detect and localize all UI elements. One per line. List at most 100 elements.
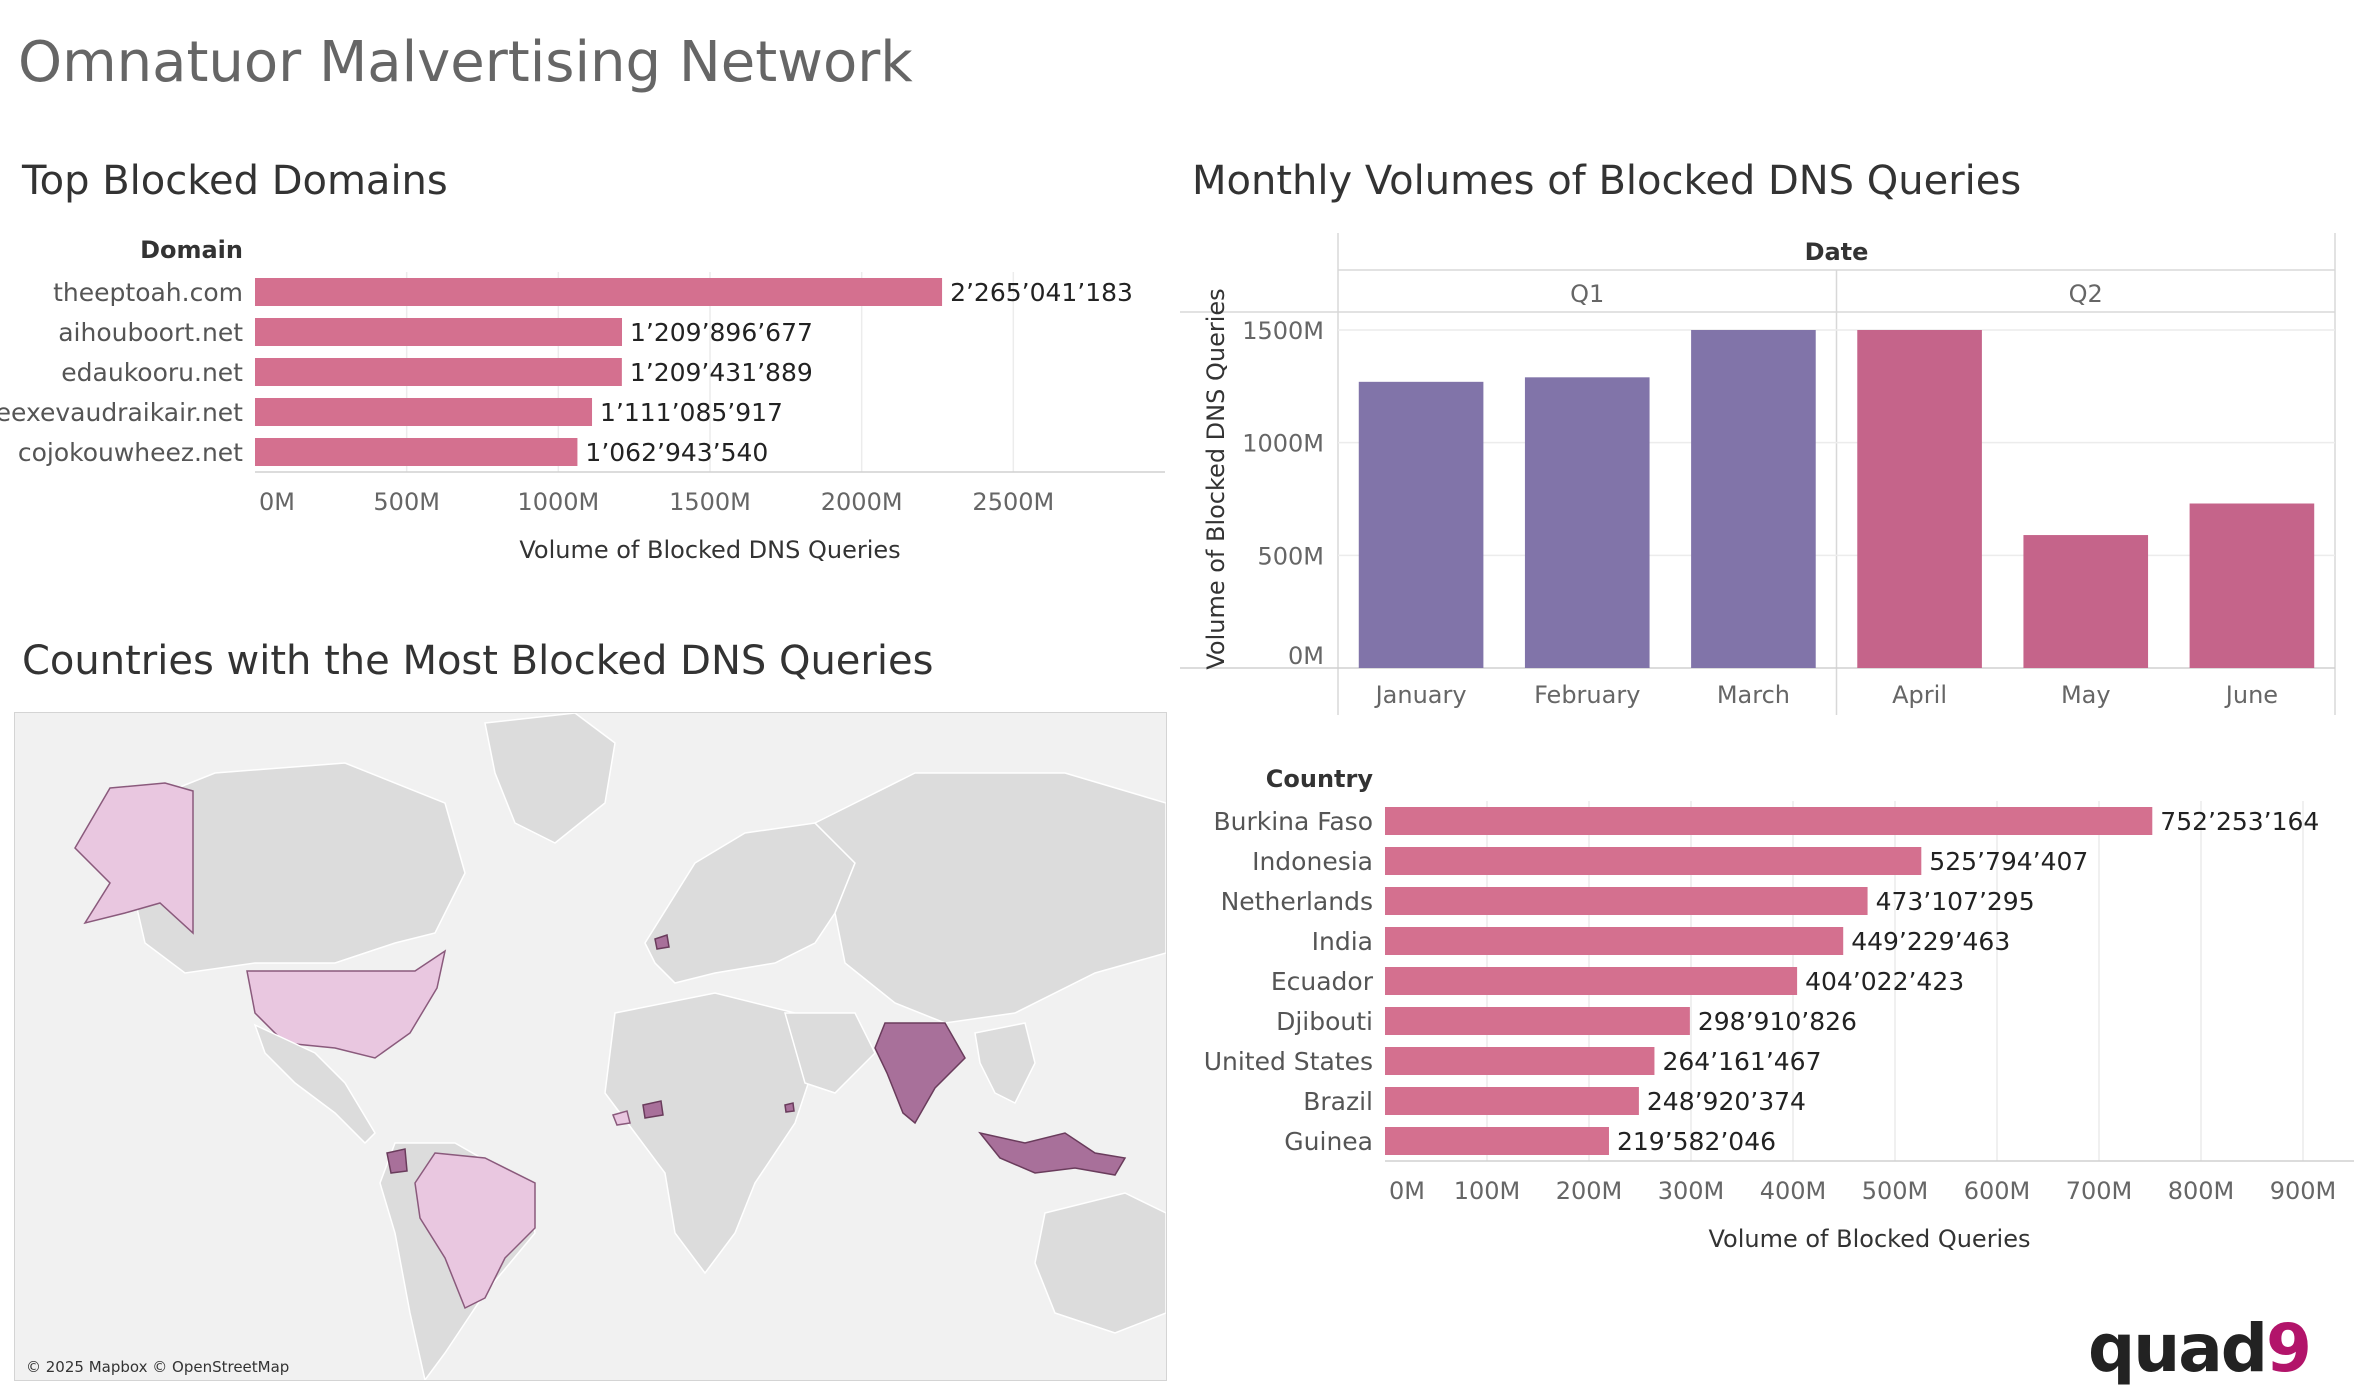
quad9-logo: quad9: [2088, 1310, 2312, 1387]
data-label: 752’253’164: [2160, 807, 2319, 836]
tick-label: 500M: [1862, 1177, 1929, 1205]
europe-shape: [644, 822, 856, 984]
category-label: February: [1534, 681, 1640, 709]
category-label: March: [1717, 681, 1790, 709]
bar: [1358, 381, 1484, 668]
category-label: June: [2224, 681, 2278, 709]
indonesia-shape[interactable]: [978, 1131, 1127, 1176]
tick-label: 800M: [2168, 1177, 2235, 1205]
data-label: 219’582’046: [1617, 1127, 1776, 1156]
australia-shape: [1034, 1192, 1166, 1334]
asia-shape: [813, 772, 1166, 1024]
southeast-asia-shape: [974, 1022, 1036, 1105]
bar: [1385, 1127, 1609, 1155]
category-header: Domain: [140, 236, 243, 264]
bar: [1385, 967, 1798, 995]
tick-label: 400M: [1760, 1177, 1827, 1205]
bar: [255, 398, 593, 426]
top-blocked-domains-chart: Domain theeptoah.com 2’265’041’183 aihouboo…: [0, 236, 1165, 564]
india-shape[interactable]: [874, 1022, 966, 1125]
guinea-shape[interactable]: [611, 1110, 631, 1126]
data-label: 525’794’407: [1929, 847, 2088, 876]
data-label: 248’920’374: [1647, 1087, 1806, 1116]
tick-label: 900M: [2270, 1177, 2337, 1205]
world-map-canvas: [74, 713, 1166, 1380]
category-label: Ecuador: [1271, 967, 1374, 996]
logo-accent: 9: [2266, 1310, 2312, 1387]
logo-text: quad: [2088, 1310, 2268, 1387]
greenland-shape: [484, 713, 616, 844]
bar: [1857, 330, 1982, 668]
bar: [255, 438, 578, 466]
tick-label: 500M: [373, 488, 440, 516]
category-label: Guinea: [1284, 1127, 1373, 1156]
data-label: 404’022’423: [1805, 967, 1964, 996]
data-label: 1’062’943’540: [585, 438, 768, 467]
usa-shape[interactable]: [246, 949, 447, 1059]
alaska-shape[interactable]: [74, 782, 194, 935]
category-label: aihouboort.net: [58, 318, 243, 347]
map-attribution: © 2025 Mapbox © OpenStreetMap: [26, 1358, 290, 1376]
monthly-volume-chart: Date 0M 500M 1000M 1500M Volume of Blocked DN…: [1180, 233, 2336, 715]
bar: [1385, 1047, 1655, 1075]
data-label: 1’209’896’677: [630, 318, 813, 347]
data-label: 1’209’431’889: [630, 358, 813, 387]
tick-label: 0M: [1288, 642, 1324, 670]
tick-label: 1000M: [1242, 430, 1324, 458]
tick-label: 0M: [259, 488, 295, 516]
tick-label: 1500M: [669, 488, 751, 516]
central-america-shape: [253, 1023, 376, 1145]
bar: [255, 318, 623, 346]
data-label: 2’265’041’183: [950, 278, 1133, 307]
bar: [1385, 847, 1922, 875]
world-map[interactable]: [14, 712, 1167, 1381]
data-label: 264’161’467: [1662, 1047, 1821, 1076]
tick-label: 0M: [1389, 1177, 1425, 1205]
group-label: Q2: [2069, 280, 2103, 308]
ecuador-shape[interactable]: [386, 1148, 408, 1174]
tick-label: 500M: [1257, 542, 1324, 570]
data-label: 473’107’295: [1876, 887, 2035, 916]
category-label: United States: [1204, 1047, 1373, 1076]
netherlands-shape[interactable]: [654, 934, 670, 950]
africa-shape: [604, 992, 816, 1275]
category-label: April: [1892, 681, 1947, 709]
page-title: Omnatuor Malvertising Network: [18, 30, 913, 95]
category-label: Indonesia: [1252, 847, 1373, 876]
category-label: Burkina Faso: [1213, 807, 1373, 836]
tick-label: 700M: [2066, 1177, 2133, 1205]
category-label: eexevaudraikair.net: [0, 398, 243, 427]
y-axis-title: Volume of Blocked DNS Queries: [1202, 288, 1230, 669]
data-label: 1’111’085’917: [600, 398, 783, 427]
bar: [2023, 535, 2149, 668]
category-label: January: [1374, 681, 1467, 709]
x-axis-title: Volume of Blocked DNS Queries: [519, 536, 900, 564]
bar: [1524, 377, 1650, 668]
brazil-shape[interactable]: [414, 1152, 536, 1310]
category-label: Brazil: [1303, 1087, 1373, 1116]
burkina-faso-shape[interactable]: [642, 1100, 664, 1119]
tick-label: 2500M: [972, 488, 1054, 516]
category-label: theeptoah.com: [53, 278, 243, 307]
monthly-chart-title: Monthly Volumes of Blocked DNS Queries: [1192, 158, 2022, 204]
tick-label: 200M: [1556, 1177, 1623, 1205]
djibouti-shape[interactable]: [784, 1102, 795, 1113]
data-label: 449’229’463: [1851, 927, 2010, 956]
category-label: cojokouwheez.net: [18, 438, 243, 467]
bar: [255, 358, 622, 386]
data-label: 298’910’826: [1698, 1007, 1857, 1036]
column-header: Date: [1805, 238, 1869, 266]
category-label: Djibouti: [1276, 1007, 1373, 1036]
tick-label: 300M: [1658, 1177, 1725, 1205]
bar: [1385, 927, 1844, 955]
tick-label: 100M: [1454, 1177, 1521, 1205]
category-label: Netherlands: [1221, 887, 1373, 916]
bar: [1385, 1087, 1639, 1115]
x-axis-title: Volume of Blocked Queries: [1708, 1225, 2030, 1253]
bar: [1691, 330, 1816, 668]
middle-east-shape: [784, 1012, 876, 1094]
bar: [2189, 503, 2315, 668]
tick-label: 1500M: [1242, 317, 1324, 345]
category-label: India: [1312, 927, 1373, 956]
domains-chart-title: Top Blocked Domains: [22, 158, 448, 204]
